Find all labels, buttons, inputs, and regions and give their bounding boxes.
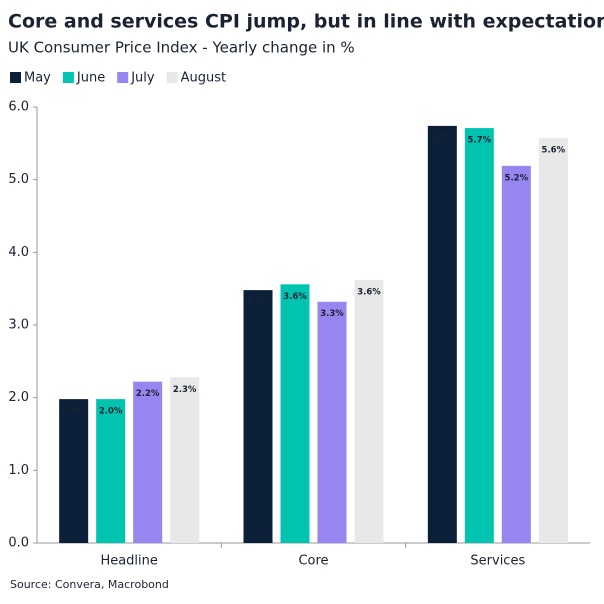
value-label: 3.3% xyxy=(320,309,344,319)
legend-swatch xyxy=(166,72,178,83)
value-label: 2.3% xyxy=(173,385,197,395)
value-label: 3.5% xyxy=(246,298,270,308)
bar xyxy=(501,165,531,544)
bar xyxy=(280,284,310,543)
legend-label: June xyxy=(76,71,105,86)
value-label: 3.6% xyxy=(357,287,381,297)
y-tick-label: 3.0 xyxy=(8,318,29,333)
x-tick-label: Headline xyxy=(100,554,157,569)
bar xyxy=(96,399,126,543)
value-label: 5.6% xyxy=(542,146,566,156)
bar xyxy=(170,377,200,543)
value-label: 2.0% xyxy=(62,407,86,417)
bar xyxy=(59,399,89,543)
x-tick-label: Services xyxy=(470,554,525,569)
value-label: 2.0% xyxy=(99,407,123,417)
value-label: 3.6% xyxy=(283,292,307,302)
y-tick-label: 0.0 xyxy=(8,536,29,551)
legend-swatch xyxy=(10,72,21,83)
legend-label: August xyxy=(181,71,227,86)
value-label: 5.2% xyxy=(505,173,529,183)
value-label: 5.7% xyxy=(468,136,492,146)
bar xyxy=(317,301,347,543)
value-label: 2.2% xyxy=(136,389,160,399)
bar xyxy=(354,279,384,543)
bar xyxy=(538,138,568,543)
legend-label: May xyxy=(24,71,51,86)
legend-swatch xyxy=(62,72,74,83)
bar xyxy=(427,125,457,543)
chart-title: Core and services CPI jump, but in line … xyxy=(8,11,604,33)
y-tick-label: 6.0 xyxy=(8,100,29,115)
source: Source: Convera, Macrobond xyxy=(10,578,169,591)
y-tick-label: 2.0 xyxy=(8,390,29,405)
y-tick-label: 1.0 xyxy=(8,463,29,478)
chart-subtitle: UK Consumer Price Index - Yearly change … xyxy=(8,39,355,57)
bar xyxy=(243,290,273,543)
value-label: 5.7% xyxy=(431,133,455,143)
y-tick-label: 4.0 xyxy=(8,245,29,260)
legend-swatch xyxy=(117,72,129,83)
legend-label: July xyxy=(130,71,155,86)
bar xyxy=(133,381,163,543)
y-tick-label: 5.0 xyxy=(8,172,29,187)
bar xyxy=(464,128,494,543)
x-tick-label: Core xyxy=(298,554,328,569)
